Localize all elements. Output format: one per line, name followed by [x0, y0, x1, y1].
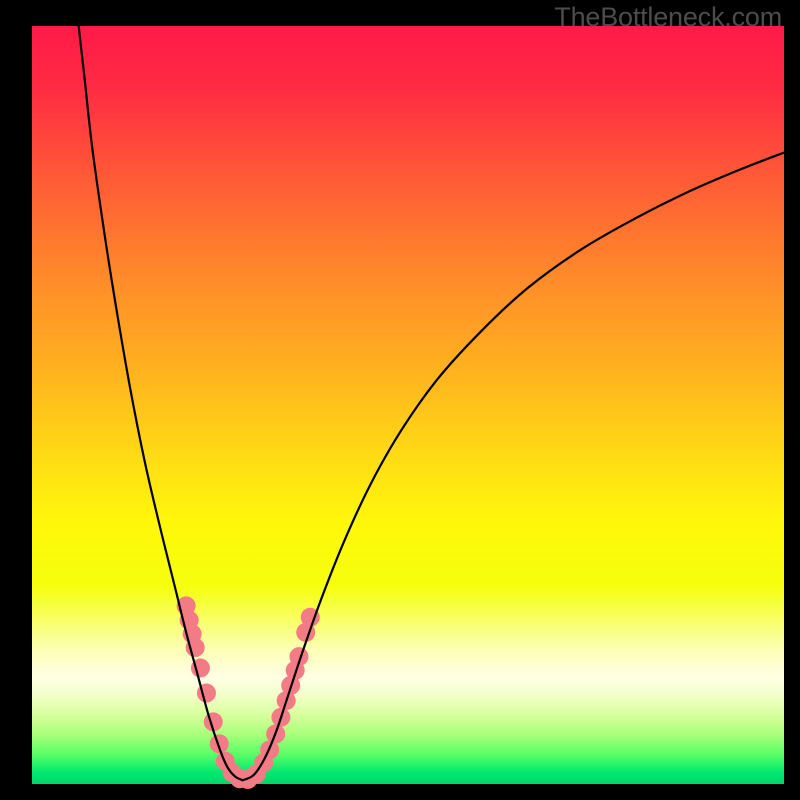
chart-stage: TheBottleneck.com [0, 0, 800, 800]
plot-area [32, 26, 784, 784]
watermark-text: TheBottleneck.com [554, 2, 782, 33]
curve-left-branch [79, 26, 243, 780]
plot-svg [32, 26, 784, 784]
marker-layer [177, 596, 320, 789]
curve-right-branch [243, 153, 784, 781]
